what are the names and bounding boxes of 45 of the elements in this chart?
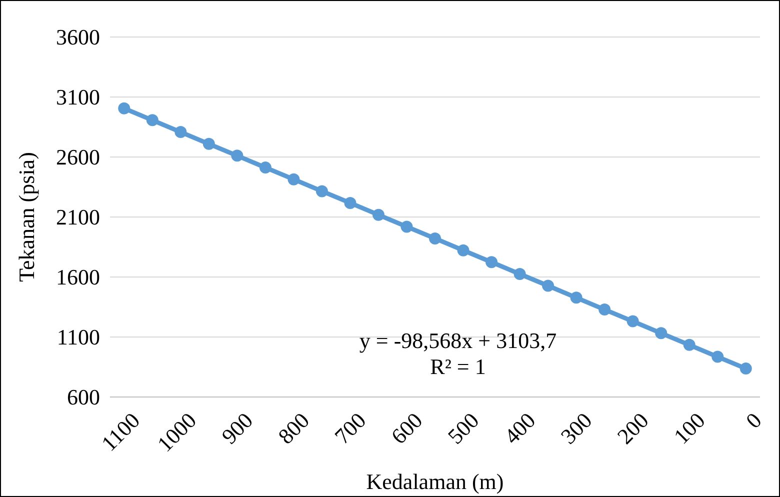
point: [202, 138, 215, 150]
point: [740, 362, 752, 375]
point: [174, 126, 187, 138]
x-tick-label: 300: [556, 408, 597, 449]
x-tick-label: 600: [386, 408, 428, 449]
x-tick-label: 200: [612, 408, 654, 449]
x-axis-title: Kedalaman (m): [366, 469, 504, 494]
point: [372, 208, 384, 221]
point: [288, 173, 300, 186]
point: [400, 220, 413, 233]
point: [570, 292, 582, 304]
point: [542, 280, 554, 292]
y-tick-label: 3600: [56, 24, 100, 50]
point: [118, 102, 130, 114]
point: [316, 185, 328, 198]
point: [486, 256, 498, 268]
point: [655, 327, 668, 340]
y-tick-label: 1600: [56, 264, 100, 290]
point: [344, 196, 356, 209]
point: [626, 315, 639, 328]
x-tick-label: 800: [273, 408, 314, 449]
y-tick-label: 3100: [56, 84, 100, 110]
y-tick-label: 1100: [56, 324, 100, 350]
annotation: y = -98,568x + 3103,7: [359, 328, 557, 353]
point: [712, 350, 724, 363]
point: [231, 150, 244, 162]
y-tick-label: 2100: [56, 204, 100, 230]
y-tick-label: 2600: [56, 144, 100, 170]
x-tick-label: 0: [740, 408, 766, 434]
point: [429, 232, 441, 244]
x-tick-label: 400: [499, 408, 540, 449]
x-tick-label: 700: [330, 408, 371, 449]
point: [457, 244, 470, 256]
point: [683, 338, 696, 351]
point: [598, 304, 611, 316]
x-tick-label: 500: [442, 408, 484, 449]
point: [514, 268, 526, 280]
annotation: R² = 1: [430, 354, 486, 379]
y-axis-title: Tekanan (psia): [14, 152, 39, 282]
point: [146, 114, 158, 126]
x-tick-label: 100: [668, 408, 710, 449]
x-tick-label: 1100: [96, 408, 145, 456]
point: [259, 162, 272, 174]
x-tick-label: 900: [216, 408, 258, 449]
y-tick-label: 600: [67, 384, 100, 410]
